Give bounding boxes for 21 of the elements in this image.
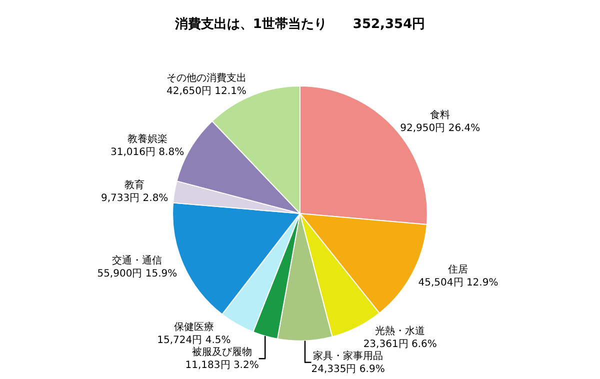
slice-label: 食料 xyxy=(430,109,450,122)
slice-label: その他の消費支出 xyxy=(166,72,246,84)
data-label: 9,733円 2.8% xyxy=(100,192,168,204)
data-label: 45,504円 12.9% xyxy=(418,277,498,288)
slice-label: 教育 xyxy=(124,178,145,191)
data-label: 23,361円 6.6% xyxy=(363,338,437,350)
slice-label: 交通・通信 xyxy=(112,254,162,266)
slice-label: 家具・家事用品 xyxy=(313,350,384,362)
slice-label: 被服及び履物 xyxy=(192,346,252,358)
data-label: 31,016円 8.8% xyxy=(110,146,184,158)
slice-label: 住居 xyxy=(448,264,468,276)
slice-label: 保健医療 xyxy=(174,321,214,334)
slice-label: 教養娯楽 xyxy=(127,132,168,145)
data-label: 92,950円 26.4% xyxy=(400,123,480,134)
data-label: 42,650円 12.1% xyxy=(166,86,246,97)
data-label: 15,724円 4.5% xyxy=(157,335,231,346)
data-label: 11,183円 3.2% xyxy=(185,360,259,372)
data-label: 55,900円 15.9% xyxy=(97,268,178,280)
slice-label: 光熱・水道 xyxy=(375,324,426,337)
data-label: 24,335円 6.9% xyxy=(311,364,385,375)
chart-title: 消費支出は、1世帯当たり 352,354円 xyxy=(174,17,426,32)
